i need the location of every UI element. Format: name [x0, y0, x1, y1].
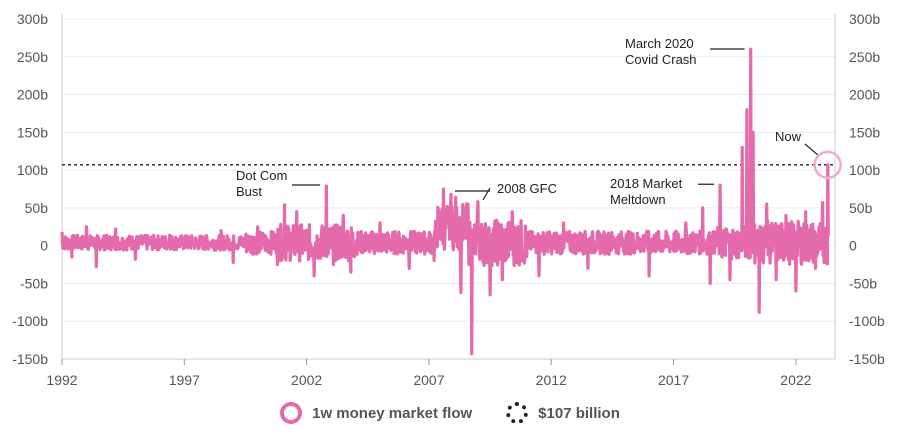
- y-tick-label-left: 200b: [17, 87, 48, 103]
- annotation-march-2020-covid-crash: March 2020: [625, 36, 694, 51]
- y-tick-label-right: 0: [849, 238, 857, 254]
- x-tick-label: 1992: [46, 372, 77, 388]
- x-tick-label: 1997: [169, 372, 200, 388]
- annotation-2008-gfc: 2008 GFC: [497, 181, 557, 196]
- annotation-now: Now: [775, 129, 802, 144]
- y-tick-label-left: -100b: [12, 313, 48, 329]
- x-tick-label: 2007: [413, 372, 444, 388]
- y-tick-label-right: -50b: [849, 275, 877, 291]
- y-tick-label-left: 50b: [25, 200, 49, 216]
- y-tick-label-left: 250b: [17, 49, 48, 65]
- x-tick-label: 2022: [780, 372, 811, 388]
- legend: 1w money market flow $107 billion: [0, 396, 900, 430]
- x-tick-label: 2012: [536, 372, 567, 388]
- y-tick-label-left: -150b: [12, 351, 48, 367]
- y-tick-label-left: 150b: [17, 124, 48, 140]
- x-tick-label: 2002: [291, 372, 322, 388]
- y-tick-label-right: 50b: [849, 200, 873, 216]
- y-tick-label-right: 200b: [849, 87, 880, 103]
- y-tick-label-left: 0: [40, 238, 48, 254]
- y-tick-label-right: 150b: [849, 124, 880, 140]
- now-marker-circle: [813, 150, 842, 180]
- annotation-dot-com-bust: Dot Com: [236, 168, 287, 183]
- y-tick-label-right: 100b: [849, 162, 880, 178]
- y-tick-label-left: 100b: [17, 162, 48, 178]
- chart-svg: 300b 300b 250b 250b 200b 200b 150b 150b 100b 100b…: [12, 11, 885, 388]
- annotation-2018-market-meltdown: 2018 Market: [610, 176, 683, 191]
- series-line-money-market-flow: [60, 47, 831, 356]
- annotation-2018-market-meltdown: Meltdown: [610, 192, 666, 207]
- legend-item-money-market-flow[interactable]: 1w money market flow: [280, 402, 472, 424]
- y-tick-label-right: -100b: [849, 313, 885, 329]
- y-tick-label-right: 300b: [849, 11, 880, 27]
- legend-label-money-market-flow: 1w money market flow: [312, 404, 473, 422]
- legend-item-threshold[interactable]: $107 billion: [506, 402, 620, 424]
- annotation-leader-line: [482, 187, 491, 201]
- legend-swatch-pink-circle: [280, 402, 303, 424]
- annotation-march-2020-covid-crash: Covid Crash: [625, 52, 697, 67]
- legend-label-threshold: $107 billion: [538, 404, 620, 422]
- annotation-leader-line: [804, 143, 819, 156]
- legend-swatch-dotted-circle: [506, 402, 529, 424]
- y-tick-label-right: 250b: [849, 49, 880, 65]
- y-tick-label-right: -150b: [849, 351, 885, 367]
- y-tick-label-left: 300b: [17, 11, 48, 27]
- annotation-dot-com-bust: Bust: [236, 184, 262, 199]
- x-tick-label: 2017: [658, 372, 689, 388]
- y-tick-label-left: -50b: [20, 275, 48, 291]
